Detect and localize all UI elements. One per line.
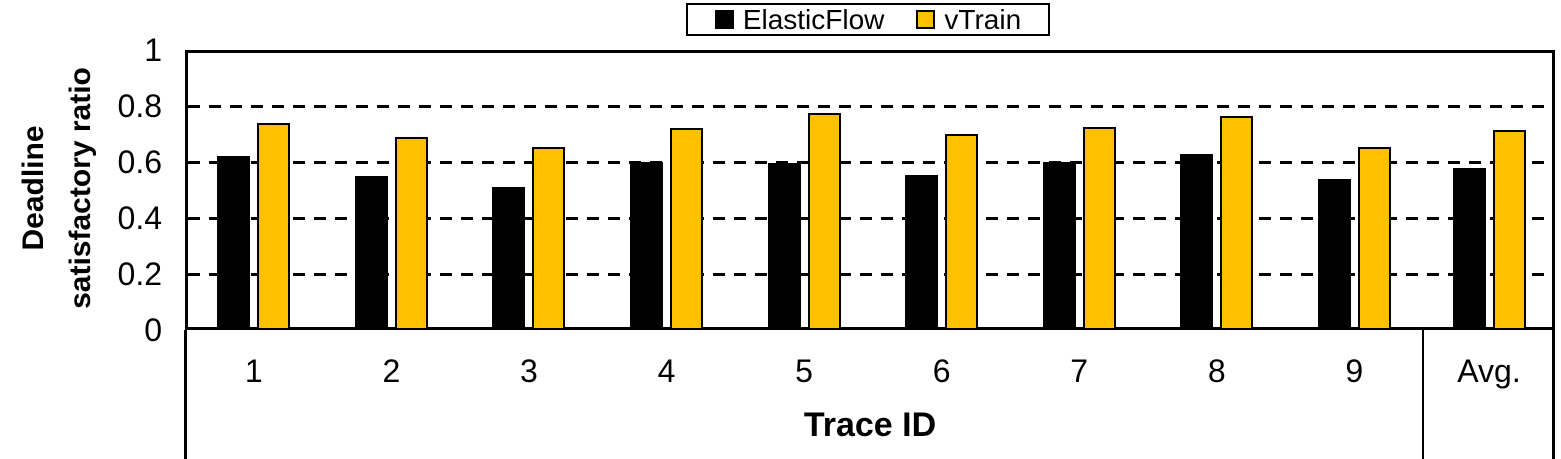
bar-vtrain-Avg. (1492, 130, 1526, 330)
elasticflow-swatch-icon (714, 10, 734, 29)
x-tick-label-1: 1 (244, 353, 263, 389)
axis-right-extension-line (1552, 330, 1555, 459)
bar-vtrain-8 (1220, 116, 1254, 330)
y-tick-label-0: 0 (144, 312, 162, 348)
bar-group-3 (460, 50, 598, 330)
trace-bars-region (185, 50, 1423, 330)
bar-group-7 (1010, 50, 1148, 330)
x-axis-title: Trace ID (803, 406, 937, 444)
bar-elasticflow-8 (1180, 154, 1214, 330)
bar-elasticflow-9 (1317, 179, 1351, 330)
bar-group-1 (185, 50, 323, 330)
x-tick-label-3: 3 (520, 353, 538, 389)
bar-group-8 (1148, 50, 1286, 330)
axis-left-extension-line (184, 330, 187, 459)
bar-group-5 (735, 50, 873, 330)
legend-label-elasticflow: ElasticFlow (742, 3, 885, 35)
bar-vtrain-7 (1082, 127, 1116, 330)
vtrain-swatch-icon (916, 10, 936, 29)
x-tick-label-7: 7 (1070, 353, 1089, 389)
bar-vtrain-2 (394, 137, 428, 330)
bars-layer (185, 50, 1555, 330)
y-axis-title-line1: Deadline (17, 125, 50, 251)
bar-elasticflow-6 (905, 175, 939, 330)
y-tick-label-0.6: 0.6 (117, 144, 162, 180)
bar-group-6 (873, 50, 1011, 330)
bar-vtrain-3 (532, 147, 566, 330)
bar-vtrain-5 (807, 113, 841, 330)
legend-item-elasticflow: ElasticFlow (714, 3, 885, 35)
bar-elasticflow-5 (767, 163, 801, 330)
gridline-0.4 (188, 217, 1552, 220)
legend-label-vtrain: vTrain (944, 3, 1022, 35)
y-tick-label-0.8: 0.8 (117, 88, 162, 124)
bar-group-9 (1286, 50, 1424, 330)
x-tick-label-6: 6 (932, 353, 951, 389)
x-tick-label-8: 8 (1207, 353, 1226, 389)
avg-bars-region (1423, 50, 1555, 330)
gridline-0.8 (188, 105, 1552, 108)
y-axis-title: Deadline satisfactory ratio (10, 67, 104, 309)
bar-elasticflow-3 (492, 187, 526, 330)
x-tick-label-avg: Avg. (1457, 353, 1521, 389)
bar-elasticflow-4 (629, 162, 663, 330)
bar-vtrain-4 (669, 128, 703, 330)
y-tick-label-0.4: 0.4 (117, 200, 162, 236)
x-tick-label-5: 5 (795, 353, 813, 389)
bar-elasticflow-1 (217, 156, 251, 330)
bar-elasticflow-Avg. (1452, 168, 1486, 330)
legend: ElasticFlow vTrain (686, 3, 1050, 36)
x-tick-label-9: 9 (1345, 353, 1364, 389)
gridline-0.6 (188, 161, 1552, 164)
x-tick-labels: 1 2 3 4 5 6 7 8 9 (185, 352, 1423, 390)
y-tick-label-0.2: 0.2 (117, 256, 162, 292)
bar-vtrain-1 (257, 123, 291, 330)
bar-elasticflow-2 (354, 176, 388, 330)
gridline-0.2 (188, 273, 1552, 276)
bar-group-2 (323, 50, 461, 330)
avg-separator-line (1422, 330, 1424, 459)
bar-group-Avg. (1423, 50, 1555, 330)
x-tick-label-4: 4 (657, 353, 676, 389)
y-tick-label-1: 1 (144, 32, 162, 68)
bar-vtrain-9 (1357, 147, 1391, 330)
bar-elasticflow-7 (1042, 162, 1076, 330)
x-tick-label-2: 2 (382, 353, 401, 389)
bar-vtrain-6 (945, 134, 979, 330)
bar-group-4 (598, 50, 736, 330)
legend-item-vtrain: vTrain (916, 3, 1022, 35)
